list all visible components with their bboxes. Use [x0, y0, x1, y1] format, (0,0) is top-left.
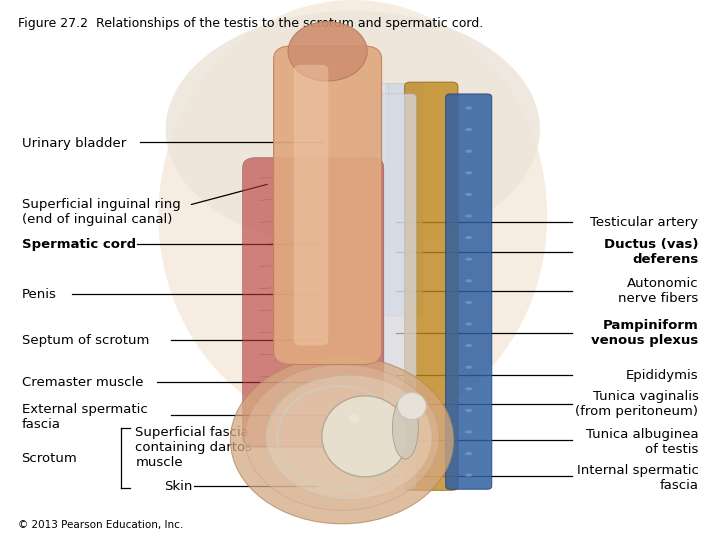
Text: Septum of scrotum: Septum of scrotum	[22, 334, 149, 347]
Ellipse shape	[288, 22, 367, 81]
Ellipse shape	[465, 344, 472, 347]
Ellipse shape	[166, 11, 540, 248]
Ellipse shape	[465, 452, 472, 455]
Text: Figure 27.2  Relationships of the testis to the scrotum and spermatic cord.: Figure 27.2 Relationships of the testis …	[18, 17, 483, 30]
Ellipse shape	[397, 393, 426, 420]
Text: © 2013 Pearson Education, Inc.: © 2013 Pearson Education, Inc.	[18, 520, 184, 530]
Text: Penis: Penis	[22, 288, 56, 301]
Ellipse shape	[465, 301, 472, 304]
Text: Pampiniform
venous plexus: Pampiniform venous plexus	[591, 319, 698, 347]
Text: Urinary bladder: Urinary bladder	[22, 137, 126, 150]
FancyBboxPatch shape	[370, 94, 416, 489]
Ellipse shape	[392, 396, 418, 459]
Ellipse shape	[465, 430, 472, 434]
Text: Tunica vaginalis
(from peritoneum): Tunica vaginalis (from peritoneum)	[575, 390, 698, 418]
FancyBboxPatch shape	[446, 94, 492, 489]
Text: Internal spermatic
fascia: Internal spermatic fascia	[577, 464, 698, 492]
Ellipse shape	[349, 414, 359, 423]
Text: Spermatic cord: Spermatic cord	[22, 238, 136, 251]
Ellipse shape	[266, 375, 432, 500]
Ellipse shape	[158, 0, 547, 432]
Text: External spermatic
fascia: External spermatic fascia	[22, 403, 148, 431]
Ellipse shape	[465, 279, 472, 282]
Ellipse shape	[245, 364, 439, 510]
Ellipse shape	[465, 366, 472, 369]
FancyBboxPatch shape	[405, 82, 458, 490]
Ellipse shape	[465, 128, 472, 131]
Text: Testicular artery: Testicular artery	[590, 216, 698, 229]
Ellipse shape	[465, 409, 472, 412]
Ellipse shape	[465, 150, 472, 153]
Ellipse shape	[465, 214, 472, 218]
Text: Epididymis: Epididymis	[626, 369, 698, 382]
Ellipse shape	[465, 236, 472, 239]
Ellipse shape	[465, 322, 472, 326]
Text: Tunica albuginea
of testis: Tunica albuginea of testis	[586, 428, 698, 456]
Text: Cremaster muscle: Cremaster muscle	[22, 376, 143, 389]
Text: Superficial inguinal ring
(end of inguinal canal): Superficial inguinal ring (end of inguin…	[22, 198, 180, 226]
Ellipse shape	[465, 193, 472, 196]
Text: Superficial fascia
containing dartos
muscle: Superficial fascia containing dartos mus…	[135, 426, 253, 469]
Ellipse shape	[465, 387, 472, 390]
Ellipse shape	[465, 106, 472, 110]
Text: Skin: Skin	[164, 480, 192, 493]
FancyBboxPatch shape	[385, 84, 423, 316]
Ellipse shape	[322, 396, 408, 477]
FancyBboxPatch shape	[274, 46, 382, 364]
Ellipse shape	[465, 474, 472, 477]
Text: Autonomic
nerve fibers: Autonomic nerve fibers	[618, 276, 698, 305]
FancyBboxPatch shape	[294, 65, 328, 346]
Text: Scrotum: Scrotum	[22, 453, 77, 465]
Ellipse shape	[465, 258, 472, 261]
Text: Ductus (vas)
deferens: Ductus (vas) deferens	[604, 238, 698, 266]
Ellipse shape	[230, 356, 454, 524]
FancyBboxPatch shape	[356, 84, 389, 316]
Ellipse shape	[465, 171, 472, 174]
FancyBboxPatch shape	[243, 158, 384, 447]
